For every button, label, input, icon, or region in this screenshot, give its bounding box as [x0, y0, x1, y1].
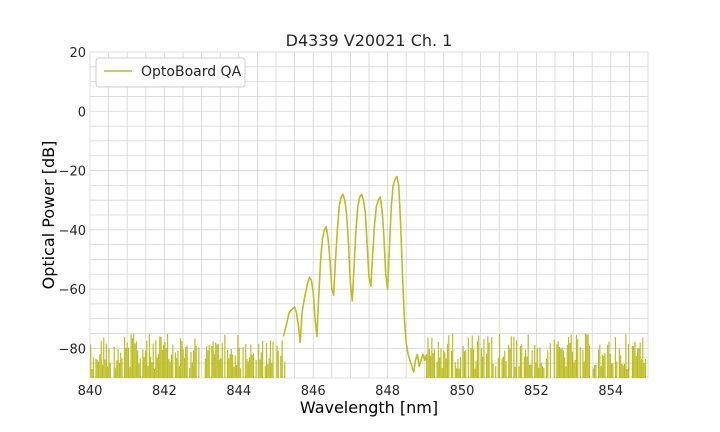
y-tick-label: −40 — [59, 224, 86, 239]
y-tick-label: −60 — [59, 283, 86, 298]
y-tick-label: 20 — [69, 46, 86, 61]
x-tick-label: 854 — [598, 384, 623, 399]
x-tick-label: 852 — [524, 384, 549, 399]
x-tick-label: 850 — [450, 384, 475, 399]
series-line — [282, 175, 428, 373]
noise-floor — [90, 333, 646, 378]
chart-title: D4339 V20021 Ch. 1 — [286, 31, 453, 50]
x-tick-labels: 840 842 844 846 848 850 852 854 — [78, 384, 624, 399]
x-tick-label: 848 — [375, 384, 400, 399]
legend-label: OptoBoard QA — [141, 64, 242, 80]
legend: OptoBoard QA — [95, 57, 246, 88]
y-tick-label: 0 — [78, 105, 86, 120]
x-tick-label: 842 — [152, 384, 177, 399]
x-tick-label: 844 — [226, 384, 251, 399]
y-tick-label: −20 — [59, 165, 86, 180]
legend-box — [95, 57, 246, 88]
y-tick-label: −80 — [59, 342, 86, 357]
y-tick-labels: 20 0 −20 −40 −60 −80 — [59, 46, 86, 357]
x-tick-label: 840 — [78, 384, 103, 399]
x-axis-label: Wavelength [nm] — [300, 398, 438, 417]
grid — [89, 51, 649, 379]
x-tick-label: 846 — [301, 384, 326, 399]
y-axis-label: Optical Power [dB] — [39, 141, 58, 290]
